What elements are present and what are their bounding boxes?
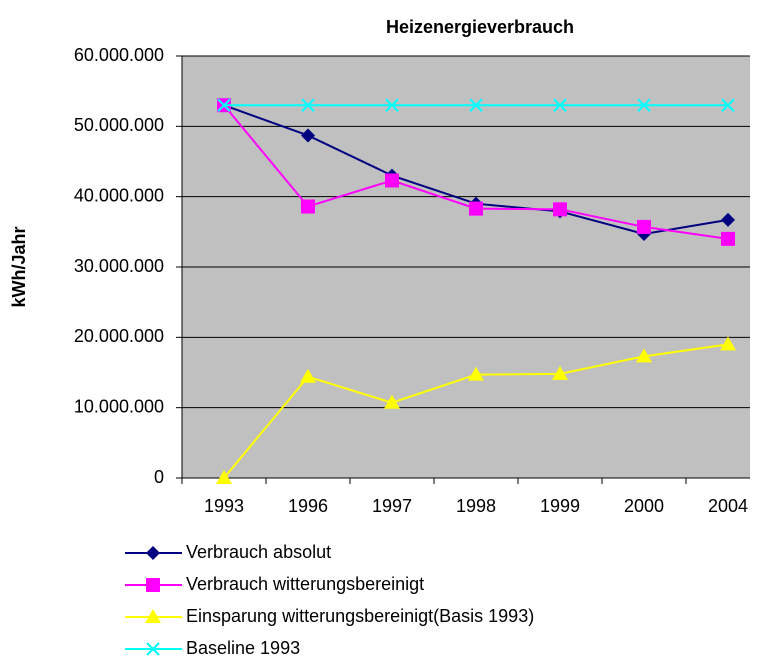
y-tick-label: 0 — [154, 467, 164, 487]
data-point — [637, 98, 651, 112]
legend-label: Verbrauch witterungsbereinigt — [186, 574, 424, 594]
legend-label: Verbrauch absolut — [186, 542, 331, 562]
y-axis-label: kWh/Jahr — [9, 226, 29, 307]
data-point — [721, 212, 735, 227]
data-point — [553, 202, 567, 217]
y-tick-label: 20.000.000 — [74, 326, 164, 346]
legend-marker — [146, 578, 160, 592]
data-point — [301, 128, 315, 143]
data-point — [469, 201, 483, 216]
x-tick-label: 1997 — [372, 496, 412, 516]
legend-label: Einsparung witterungsbereinigt(Basis 199… — [186, 606, 534, 626]
data-point — [216, 470, 232, 484]
data-point — [384, 394, 400, 409]
x-tick-label: 1999 — [540, 496, 580, 516]
data-point — [720, 336, 736, 351]
x-tick-label: 1996 — [288, 496, 328, 516]
data-point — [637, 219, 651, 234]
data-point — [217, 98, 231, 112]
legend-marker — [146, 642, 160, 656]
legend-marker — [145, 609, 161, 623]
data-point — [301, 199, 315, 214]
data-point — [385, 173, 399, 188]
data-point — [721, 231, 735, 246]
data-point — [301, 98, 315, 112]
y-tick-label: 10.000.000 — [74, 396, 164, 416]
data-point — [721, 98, 735, 112]
data-point — [300, 368, 316, 383]
y-tick-label: 60.000.000 — [74, 45, 164, 65]
data-point — [468, 366, 484, 381]
chart-title: Heizenergieverbrauch — [386, 17, 574, 37]
x-tick-label: 2004 — [708, 496, 748, 516]
data-point — [385, 98, 399, 112]
legend-label: Baseline 1993 — [186, 638, 300, 658]
data-point — [469, 98, 483, 112]
data-point — [636, 348, 652, 363]
x-tick-label: 2000 — [624, 496, 664, 516]
y-tick-label: 30.000.000 — [74, 256, 164, 276]
data-point — [553, 98, 567, 112]
y-tick-label: 50.000.000 — [74, 115, 164, 135]
data-point — [552, 365, 568, 380]
x-tick-label: 1993 — [204, 496, 244, 516]
legend-marker — [146, 546, 160, 560]
x-tick-label: 1998 — [456, 496, 496, 516]
y-tick-label: 40.000.000 — [74, 185, 164, 205]
